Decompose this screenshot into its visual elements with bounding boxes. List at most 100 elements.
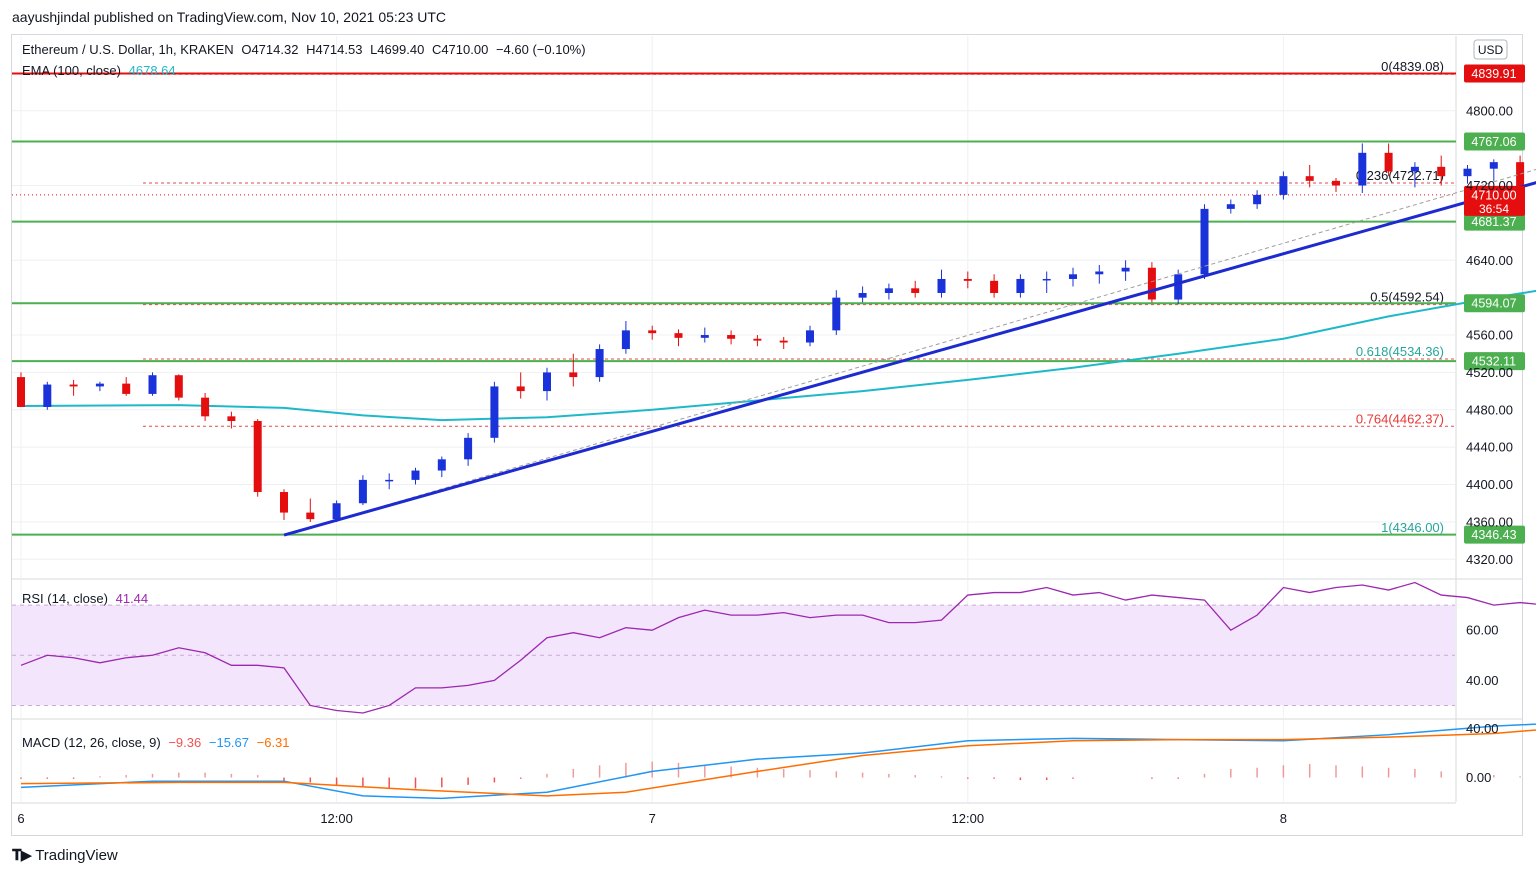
- candle-down: [1305, 176, 1314, 181]
- price-tick-label: 4800.00: [1466, 103, 1513, 118]
- publish-header: aayushjindal published on TradingView.co…: [12, 9, 447, 25]
- time-tick-label: 8: [1280, 811, 1287, 826]
- macd-pane: 0.00 40.00: [20, 721, 1536, 800]
- macd-signal-line: [20, 729, 1536, 797]
- candle-down: [674, 333, 683, 338]
- fib-levels: 0(4839.08) 0.236(4722.71) 0.5(4592.54) 0.61…: [143, 59, 1455, 536]
- time-tick-label: 6: [17, 811, 24, 826]
- candle-up: [937, 278, 946, 293]
- candle-up: [464, 437, 473, 460]
- candle-down: [1437, 166, 1446, 177]
- brand-label: TradingView: [35, 846, 118, 864]
- price-tick-label: 4320.00: [1466, 552, 1513, 567]
- candle-down: [1332, 180, 1340, 186]
- candle-up: [1174, 274, 1183, 300]
- level-tag: [1464, 132, 1525, 151]
- price-legend: Ethereum / U.S. Dollar, 1h, KRAKEN O4714…: [22, 42, 586, 57]
- price-tick-label: 4360.00: [1466, 514, 1513, 529]
- candle-down: [227, 416, 236, 422]
- grid: [12, 36, 1523, 802]
- candle-down: [306, 512, 315, 520]
- low-value: L4699.40: [370, 42, 425, 57]
- price-tick-label: 4640.00: [1466, 253, 1513, 268]
- candles: [17, 143, 1525, 522]
- time-tick-label: 7: [649, 811, 656, 826]
- level-tag-label: 4767.06: [1471, 135, 1516, 149]
- fib-diagonal-line: [283, 168, 1536, 536]
- candle-down: [122, 383, 131, 394]
- price-tick-label: 4400.00: [1466, 477, 1513, 492]
- rsi-tick-label: 40.00: [1466, 673, 1499, 688]
- level-tag: [1464, 64, 1525, 83]
- rsi-pane: 40.00 60.00: [12, 581, 1536, 714]
- currency-tag: [1473, 39, 1508, 60]
- candle-down: [516, 386, 525, 392]
- fib-label: 0(4839.08): [1381, 59, 1444, 74]
- level-tag: [1464, 212, 1525, 231]
- price-tick-label: 4520.00: [1466, 365, 1513, 380]
- last-price-label: 4710.00: [1471, 188, 1516, 202]
- candle-up: [621, 330, 630, 350]
- candle-down: [990, 280, 999, 293]
- macd-label: MACD (12, 26, close, 9): [22, 735, 161, 750]
- chart-frame[interactable]: [11, 34, 1523, 836]
- candle-up: [1253, 194, 1262, 205]
- rsi-line: [20, 581, 1536, 714]
- rsi-label: RSI (14, close): [22, 591, 108, 606]
- price-tick-label: 4560.00: [1466, 328, 1513, 343]
- price-axis: 4839.91 4767.06 4681.37 4594.07 4532.11 4346.…: [1464, 39, 1525, 567]
- candle-down: [779, 340, 788, 343]
- candle-up: [1121, 267, 1130, 272]
- trend-lines: [283, 168, 1536, 537]
- candle-down: [174, 375, 183, 398]
- candle-down: [569, 372, 578, 378]
- candle-down: [753, 338, 762, 341]
- candle-up: [1358, 152, 1367, 186]
- fib-label: 1(4346.00): [1381, 520, 1444, 535]
- macd-legend: MACD (12, 26, close, 9) −9.36 −15.67 −6.…: [22, 735, 290, 750]
- high-value: H4714.53: [306, 42, 363, 57]
- candle-up: [1226, 204, 1235, 209]
- candle-up: [1095, 271, 1104, 275]
- macd-tick-label: 40.00: [1466, 721, 1499, 736]
- price-tick-label: 4720.00: [1466, 178, 1513, 193]
- candle-down: [1516, 162, 1525, 191]
- brand[interactable]: 𝐓▶ TradingView: [12, 846, 118, 865]
- candle-down: [727, 335, 736, 339]
- candle-down: [963, 278, 972, 281]
- level-tag-label: 4594.07: [1471, 297, 1516, 311]
- fib-label: 0.236(4722.71): [1356, 168, 1444, 183]
- candle-up: [385, 479, 394, 482]
- open-value: O4714.32: [241, 42, 299, 57]
- candle-up: [700, 335, 709, 338]
- candle-up: [832, 297, 841, 331]
- ema-value: 4678.64: [128, 63, 176, 78]
- level-tag-label: 4346.43: [1471, 528, 1516, 542]
- fib-label: 0.618(4534.36): [1356, 344, 1444, 359]
- fib-label: 0.5(4592.54): [1370, 290, 1444, 305]
- level-tag: [1464, 294, 1525, 313]
- candle-up: [1042, 278, 1051, 281]
- candle-up: [858, 292, 867, 298]
- ema-line: [20, 289, 1536, 422]
- candle-up: [411, 470, 420, 480]
- ema-layer: [20, 289, 1536, 422]
- fib-label: 0.764(4462.37): [1356, 411, 1444, 426]
- price-tick-label: 4480.00: [1466, 402, 1513, 417]
- candle-up: [595, 349, 604, 378]
- ema-legend: EMA (100, close) 4678.64: [22, 63, 176, 78]
- candle-up: [490, 386, 499, 438]
- time-tick-label: 12:00: [320, 811, 353, 826]
- candle-up: [332, 503, 341, 520]
- candle-up: [806, 330, 814, 343]
- candle-down: [17, 377, 25, 407]
- level-tag-label: 4681.37: [1471, 215, 1516, 229]
- rsi-tick-label: 60.00: [1466, 623, 1499, 638]
- rsi-value: 41.44: [115, 591, 149, 606]
- macd-signal-value: −6.31: [256, 735, 290, 750]
- candle-up: [437, 459, 446, 471]
- macd-hist-value: −9.36: [168, 735, 202, 750]
- macd-tick-label: 0.00: [1466, 770, 1491, 785]
